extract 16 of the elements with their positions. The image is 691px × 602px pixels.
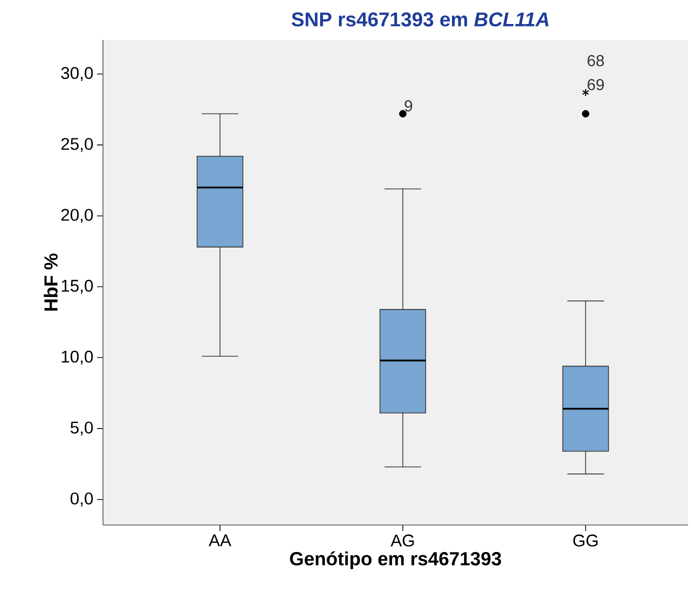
y-tick-label: 30,0 [61,67,93,82]
y-tick-label: 25,0 [61,138,93,152]
x-tick-label: AG [390,534,414,547]
y-tick-label: 10,0 [62,350,93,365]
y-tick-label: 0,0 [70,492,93,506]
x-tick-label: GG [573,534,598,547]
x-axis-title: Genótipo em rs4671393 [290,551,502,570]
y-tick-label: 5,0 [70,422,93,436]
annotation: 68 [588,54,604,66]
y-tick-label: 20,0 [61,208,93,223]
annotation: 9 [404,100,412,112]
y-tick-label: 15,0 [62,280,93,294]
annotation: 69 [588,78,604,90]
y-axis-title: HbF % [44,254,58,311]
x-tick-label: AA [208,534,232,546]
chart-title: SNP rs4671393 em BCL11A [292,12,548,26]
